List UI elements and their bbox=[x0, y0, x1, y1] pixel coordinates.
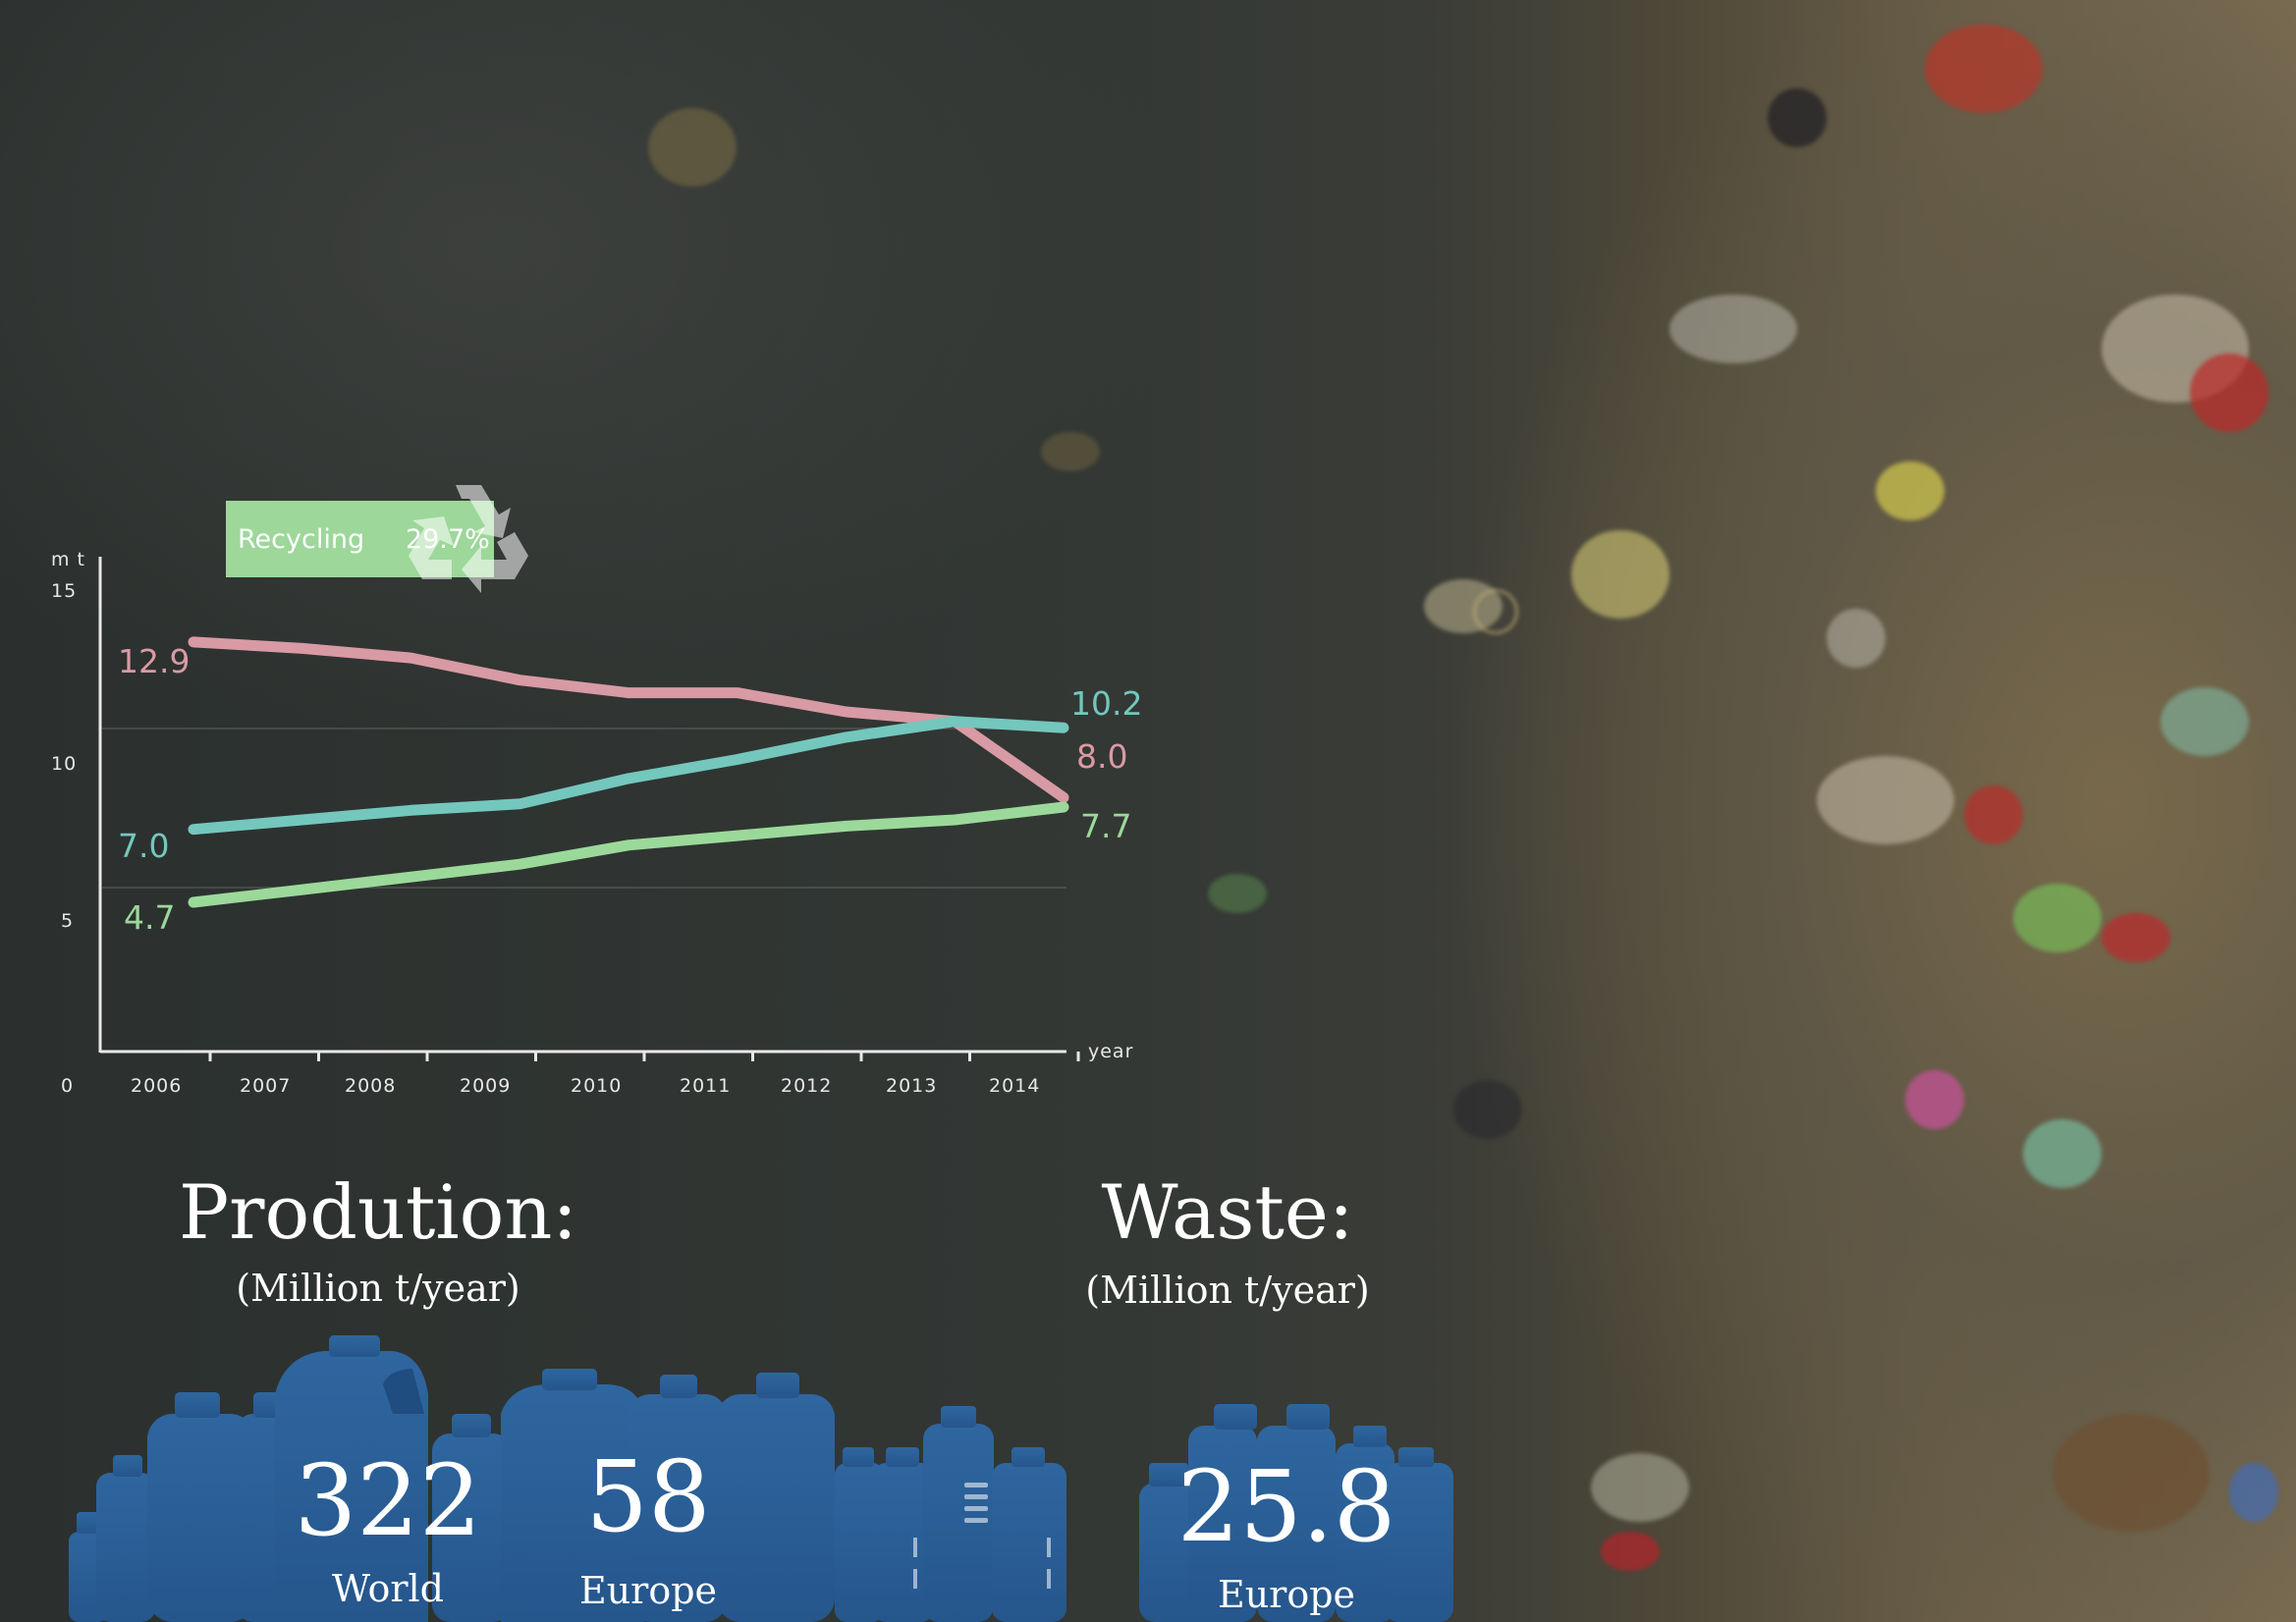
recycling-value: 29.7% bbox=[406, 524, 490, 555]
series-start-label: 12.9 bbox=[118, 642, 190, 680]
production-europe-value: 58 bbox=[585, 1439, 711, 1554]
recycling-badge: Recycling 29.7% bbox=[226, 485, 528, 593]
x-tick-label: 2010 bbox=[571, 1075, 622, 1097]
series-line-1 bbox=[188, 716, 1069, 836]
waste-europe-value: 25.8 bbox=[1176, 1449, 1396, 1564]
waste-europe-label: Europe bbox=[1217, 1573, 1356, 1616]
x-tick-label: 2013 bbox=[886, 1075, 937, 1097]
waste-unit: (Million t/year) bbox=[1085, 1269, 1370, 1312]
x-tick-marks bbox=[208, 1052, 1080, 1061]
production-europe-label: Europe bbox=[578, 1569, 718, 1612]
recycle-icon bbox=[409, 485, 528, 593]
series-line-0 bbox=[188, 636, 1069, 803]
series-layer bbox=[188, 636, 1069, 908]
series-end-label: 10.2 bbox=[1070, 684, 1142, 723]
production-world-value: 322 bbox=[294, 1443, 482, 1558]
waste-heading: Waste: bbox=[1101, 1168, 1354, 1256]
series-end-label: 7.7 bbox=[1080, 807, 1131, 845]
y-tick-label: 0 bbox=[61, 1075, 74, 1097]
x-tick-label: 2009 bbox=[460, 1075, 511, 1097]
production-world-label: World bbox=[332, 1567, 444, 1610]
production-unit: (Million t/year) bbox=[236, 1267, 520, 1310]
y-tick-label: 10 bbox=[51, 753, 77, 775]
y-tick-label: 15 bbox=[51, 580, 77, 602]
x-tick-label: 2008 bbox=[345, 1075, 396, 1097]
y-axis-unit: m t bbox=[51, 549, 85, 570]
series-end-label: 8.0 bbox=[1076, 737, 1127, 776]
x-tick-label: 2012 bbox=[781, 1075, 832, 1097]
x-axis-label: year bbox=[1088, 1041, 1133, 1062]
x-tick-label: 2011 bbox=[680, 1075, 731, 1097]
series-start-label: 7.0 bbox=[118, 827, 169, 865]
series-line-2 bbox=[188, 801, 1069, 908]
recycling-label: Recycling bbox=[238, 524, 365, 555]
series-start-label: 4.7 bbox=[124, 898, 175, 937]
production-heading: Prodution: bbox=[179, 1168, 577, 1256]
y-tick-label: 5 bbox=[61, 910, 74, 932]
x-tick-label: 2014 bbox=[989, 1075, 1040, 1097]
x-tick-label: 2006 bbox=[131, 1075, 182, 1097]
x-tick-label: 2007 bbox=[240, 1075, 291, 1097]
